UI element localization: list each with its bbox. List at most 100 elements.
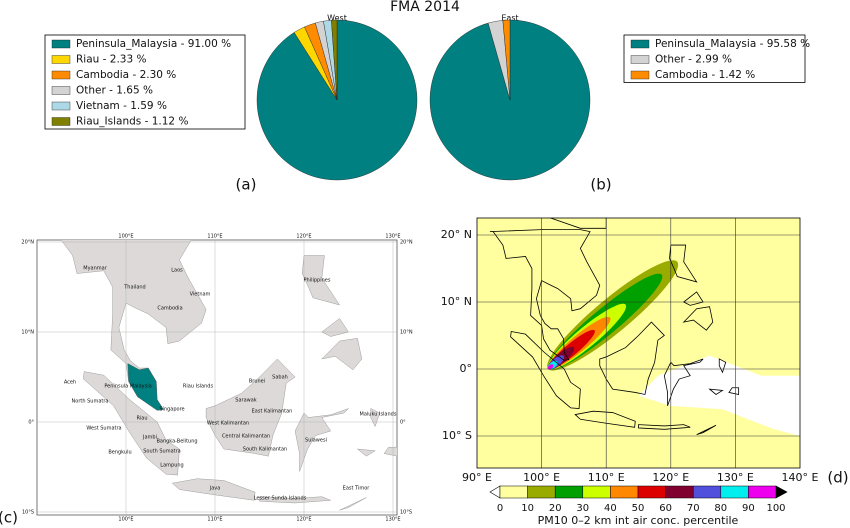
coastline [669, 244, 698, 283]
place-label: South Sumatra [143, 449, 180, 455]
legend-swatch [51, 70, 71, 80]
colorbar-tick: 10 [521, 503, 534, 514]
land [383, 447, 397, 457]
lon-label: 140° E [782, 471, 819, 484]
colorbar-box [610, 485, 639, 499]
coastline [696, 424, 717, 436]
land [294, 408, 349, 472]
panel-label: (c) [0, 509, 18, 527]
legend-swatch [630, 70, 650, 80]
field-layer [477, 218, 800, 468]
legend-label: Riau - 2.33 % [76, 54, 146, 66]
land [126, 215, 215, 233]
panel-label: (d) [827, 469, 848, 487]
colorbar-under [489, 485, 501, 499]
field-background [477, 218, 800, 468]
map-d: 20° N 10° N 0° 10° S 90° E 100° E 110° E 120° E… [441, 217, 819, 527]
land [356, 448, 376, 457]
land-layer [60, 215, 397, 511]
legend-swatch [630, 39, 650, 49]
map-frame [476, 217, 801, 469]
legend-label: Other - 1.65 % [76, 85, 153, 97]
coastline [574, 410, 636, 428]
lon-label: 120° E [652, 471, 689, 484]
highlight-region [127, 363, 164, 411]
colorbar-tick: 50 [632, 503, 645, 514]
land [60, 240, 207, 411]
lon-label: 120°E [296, 234, 311, 240]
land [321, 338, 363, 371]
place-label: Bengkulu [108, 450, 131, 456]
place-label: Singapore [159, 407, 184, 413]
legend-label: Cambodia - 2.30 % [76, 69, 176, 81]
legend-label: Vietnam - 1.59 % [76, 100, 167, 112]
colorbar-over [775, 485, 788, 499]
coastline [599, 321, 665, 395]
place-label: Brunei [249, 379, 265, 385]
coastline [728, 387, 740, 395]
place-label: Peninsula Malaysia [104, 384, 151, 390]
colorbar-tick: 0 [497, 503, 503, 514]
pie-title: West [327, 14, 347, 23]
clean-area [638, 355, 800, 436]
colorbar-box [582, 485, 611, 499]
pie-title: East [501, 14, 518, 23]
lat-label: 0° [460, 362, 473, 375]
colorbar-box [748, 485, 777, 499]
place-label: Lampung [160, 463, 183, 469]
lon-label: 120°E [296, 517, 311, 523]
legend-swatch [51, 55, 71, 64]
lat-label: 20°N [400, 240, 413, 246]
legend-label: Other - 2.99 % [655, 54, 732, 66]
legend-swatch [51, 86, 71, 95]
colorbar-tick: 70 [687, 503, 700, 514]
place-label: Riau [136, 416, 147, 422]
lat-label: 10° N [441, 295, 472, 308]
place-label: Central Kalimantan [222, 434, 270, 440]
coastline [708, 388, 724, 395]
lat-label: 10°N [21, 330, 34, 336]
lon-label: 130°E [385, 234, 400, 240]
place-label: Thailand [123, 285, 145, 291]
place-label: Laos [171, 268, 183, 274]
colorbar-box [665, 485, 694, 499]
lat-label: 0° [400, 420, 406, 426]
place-label: Lesser Sunda Islands [254, 496, 307, 502]
lon-label: 100°E [118, 234, 133, 240]
lon-label: 100° E [523, 471, 560, 484]
colorbar-label: PM10 0–2 km int air conc. percentile [538, 514, 739, 527]
place-label: East Timor [343, 486, 371, 492]
coastline [489, 229, 601, 361]
coastline [638, 424, 691, 430]
place-label: Sabah [272, 375, 288, 381]
colorbar-tick: 40 [604, 503, 617, 514]
lat-label: 10° S [442, 429, 472, 442]
legend-label: Riau_Islands - 1.12 % [76, 116, 188, 128]
place-label: Java [209, 486, 221, 492]
place-label: Jambi [142, 435, 157, 441]
legend-label: Peninsula_Malaysia - 95.58 % [655, 38, 810, 50]
place-label: Aceh [64, 380, 76, 386]
place-label: East Kalimantan [252, 409, 293, 415]
lon-label: 100°E [118, 517, 133, 523]
land [259, 496, 331, 504]
place-label: Sulawesi [305, 438, 327, 444]
lat-label: 10°N [400, 330, 413, 336]
land [339, 497, 367, 511]
legend-swatch [51, 117, 71, 126]
coastline [510, 331, 581, 409]
land [302, 255, 341, 306]
coastline [718, 358, 727, 374]
colorbar-box [527, 485, 556, 499]
legend-box [44, 34, 246, 130]
colorbar-box [692, 485, 722, 499]
lat-label: 0° [28, 420, 34, 426]
colorbar-box [554, 485, 584, 499]
land [205, 358, 296, 457]
place-label: West Kalimantan [207, 421, 249, 427]
colorbar-box [720, 485, 749, 499]
colorbar-tick: 20 [549, 503, 562, 514]
colorbar-tick: 60 [659, 503, 672, 514]
land [171, 478, 256, 501]
coastline [663, 358, 704, 406]
